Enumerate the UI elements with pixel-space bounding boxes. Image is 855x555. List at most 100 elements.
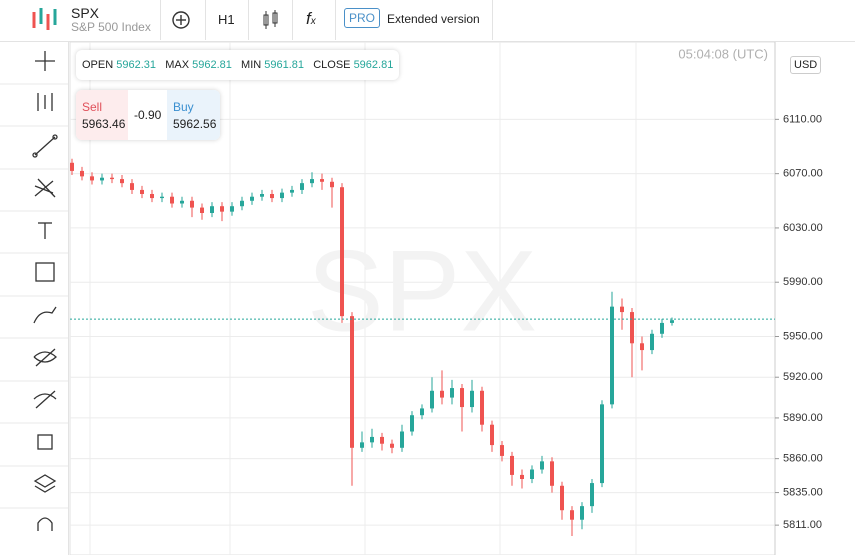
candle-body xyxy=(380,436,384,444)
candle-body xyxy=(560,485,564,511)
value: 5962.81 xyxy=(353,59,394,71)
label: CLOSE xyxy=(313,59,351,71)
candle-body xyxy=(400,431,404,448)
candle-body xyxy=(280,192,284,199)
chart-type[interactable] xyxy=(262,9,280,31)
add-indicator[interactable] xyxy=(170,9,192,31)
interval[interactable]: H1 xyxy=(218,12,235,27)
candle-body xyxy=(480,390,484,425)
candle-body xyxy=(190,200,194,208)
y-tick-label: 6030.00 xyxy=(783,222,823,234)
indicators[interactable]: fx xyxy=(306,9,316,28)
candle-body xyxy=(340,187,344,317)
y-tick-label: 5890.00 xyxy=(783,412,823,424)
sell-label: Sell xyxy=(82,100,103,114)
candle-body xyxy=(570,510,574,520)
candle-body xyxy=(160,196,164,199)
candle-body xyxy=(210,206,214,213)
candle-body xyxy=(270,194,274,199)
candle-body xyxy=(540,461,544,470)
y-tick-label: 5860.00 xyxy=(783,453,823,465)
candle-body xyxy=(460,388,464,408)
label: MIN xyxy=(241,59,262,71)
candle-body xyxy=(140,189,144,194)
candle-body xyxy=(470,390,474,408)
spread: -0.90 xyxy=(134,108,162,122)
y-tick-label: 5950.00 xyxy=(783,330,823,342)
candle-body xyxy=(630,312,634,344)
candle-body xyxy=(100,177,104,181)
candle-body xyxy=(390,443,394,448)
candle-body xyxy=(290,189,294,193)
candle-body xyxy=(90,176,94,181)
clock: 05:04:08 (UTC) xyxy=(678,46,768,61)
candle-body xyxy=(600,404,604,484)
candle-body xyxy=(350,316,354,448)
sell-price: 5963.46 xyxy=(82,117,126,131)
candle-body xyxy=(120,179,124,184)
extended-version[interactable]: Extended version xyxy=(387,12,480,26)
ohlc-box: OPEN 5962.31 MAX 5962.81 MIN 5961.81 CLO… xyxy=(76,50,400,80)
buy-button[interactable]: Buy 5962.56 xyxy=(167,90,220,140)
candle-body xyxy=(520,474,524,479)
buy-label: Buy xyxy=(173,100,194,114)
currency[interactable]: USD xyxy=(790,56,822,74)
y-tick-label: 5990.00 xyxy=(783,276,823,288)
toolbar xyxy=(0,41,69,555)
candle-body xyxy=(80,170,84,177)
candle-body xyxy=(230,206,234,212)
candle-body xyxy=(410,415,414,432)
value: 5962.31 xyxy=(116,59,157,71)
toolbar-icons[interactable] xyxy=(0,41,68,555)
buy-price: 5962.56 xyxy=(173,117,217,131)
candle-body xyxy=(650,333,654,351)
candle-body xyxy=(660,322,664,334)
candle-body xyxy=(110,177,114,180)
candle-body xyxy=(500,445,504,456)
candle-body xyxy=(70,162,74,171)
value: 5962.81 xyxy=(192,59,232,71)
candle-body xyxy=(130,183,134,190)
candle-body xyxy=(250,196,254,201)
label: OPEN xyxy=(82,59,114,71)
candle-body xyxy=(450,388,454,398)
trade-box: Sell 5963.46 -0.90 Buy 5962.56 xyxy=(76,90,220,140)
candle-body xyxy=(180,200,184,204)
logo xyxy=(32,8,57,30)
symbol[interactable]: SPX xyxy=(71,5,100,21)
candle-body xyxy=(640,343,644,351)
candle-body xyxy=(320,179,324,182)
candle-body xyxy=(530,469,534,479)
label: MAX xyxy=(165,59,190,71)
candle-body xyxy=(430,390,434,409)
symbol-name: S&P 500 Index xyxy=(71,20,151,34)
candle-body xyxy=(260,194,264,197)
candle-body xyxy=(330,181,334,188)
candle-body xyxy=(550,461,554,486)
y-tick-label: 5920.00 xyxy=(783,371,823,383)
candle-body xyxy=(580,506,584,520)
candle-body xyxy=(240,200,244,207)
candle-body xyxy=(670,320,674,323)
value: 5961.81 xyxy=(264,59,305,71)
candle-body xyxy=(310,179,314,184)
candle-body xyxy=(490,424,494,446)
watermark: SPX xyxy=(307,227,537,355)
candle-body xyxy=(590,483,594,507)
y-tick-label: 5811.00 xyxy=(783,519,822,531)
candle-body xyxy=(360,442,364,448)
candle-body xyxy=(220,206,224,212)
y-tick-label: 6070.00 xyxy=(783,168,823,180)
candle-body xyxy=(510,455,514,475)
y-tick-label: 5835.00 xyxy=(783,486,823,498)
candle-body xyxy=(610,306,614,405)
candle-body xyxy=(170,196,174,204)
candle-body xyxy=(150,194,154,199)
candle-body xyxy=(300,183,304,190)
candle-body xyxy=(370,436,374,443)
candle-body xyxy=(420,408,424,416)
y-tick-label: 6110.00 xyxy=(783,113,822,125)
pro-badge[interactable]: PRO xyxy=(344,8,381,28)
sell-button[interactable]: Sell 5963.46 xyxy=(76,90,128,140)
